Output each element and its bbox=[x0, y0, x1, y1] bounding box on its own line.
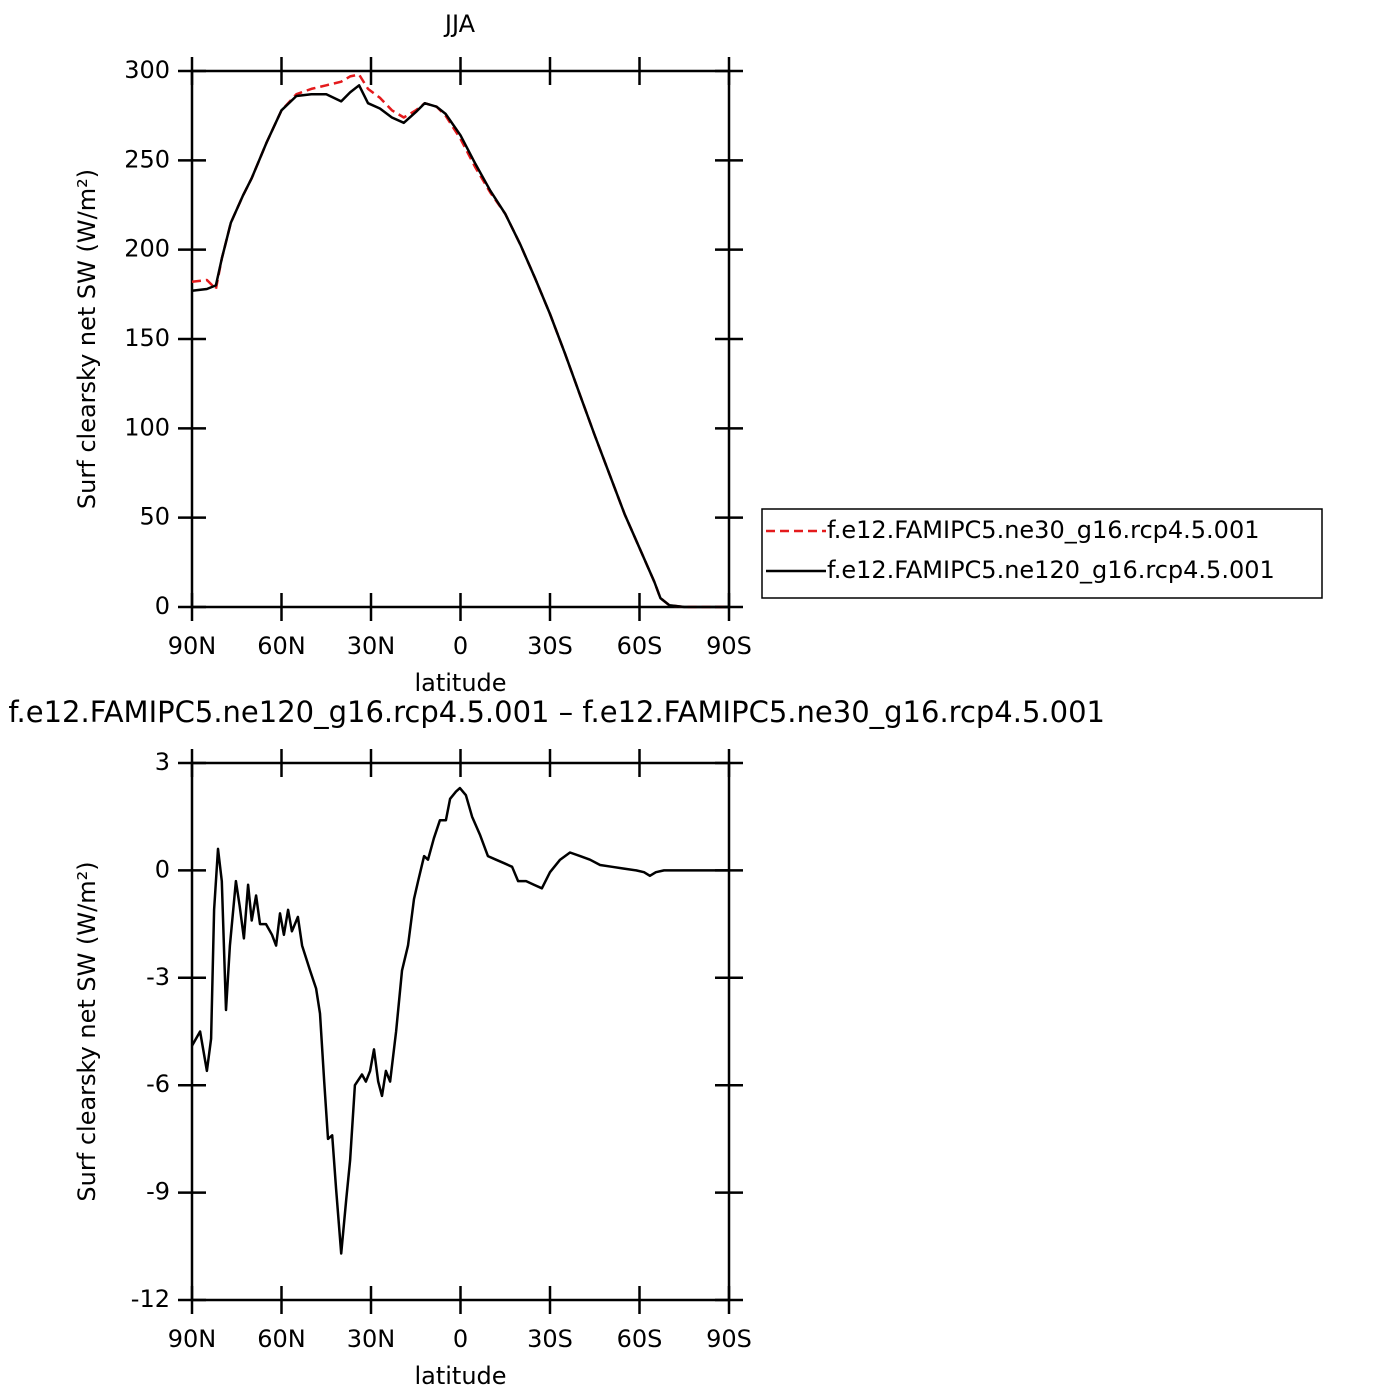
x-tick-label: 30S bbox=[527, 632, 573, 660]
y-tick-label: 250 bbox=[124, 145, 170, 173]
y-tick-label: 0 bbox=[155, 592, 170, 620]
x-axis-label: latitude bbox=[414, 669, 506, 697]
y-tick-label: -6 bbox=[146, 1070, 170, 1098]
y-tick-label: 0 bbox=[155, 855, 170, 883]
data-line bbox=[191, 73, 729, 609]
chart-title: JJA bbox=[443, 10, 476, 38]
y-tick-label: 3 bbox=[155, 748, 170, 776]
y-tick-label: 100 bbox=[124, 413, 170, 441]
y-axis-label: Surf clearsky net SW (W/m²) bbox=[73, 861, 101, 1201]
y-tick-label: 300 bbox=[124, 56, 170, 84]
x-tick-label: 30S bbox=[527, 1325, 573, 1353]
plot-frame bbox=[190, 761, 731, 1302]
x-tick-label: 30N bbox=[347, 1325, 396, 1353]
x-tick-label: 90S bbox=[706, 632, 752, 660]
x-tick-label: 90N bbox=[168, 1325, 217, 1353]
legend-box bbox=[761, 508, 1323, 599]
y-tick-label: -12 bbox=[131, 1285, 170, 1313]
plot-frame bbox=[190, 69, 731, 609]
chart-title: f.e12.FAMIPC5.ne120_g16.rcp4.5.001 – f.e… bbox=[8, 695, 1105, 729]
x-axis-label: latitude bbox=[414, 1362, 506, 1390]
y-tick-label: 200 bbox=[124, 235, 170, 263]
y-tick-label: 150 bbox=[124, 324, 170, 352]
y-axis-label: Surf clearsky net SW (W/m²) bbox=[73, 169, 101, 509]
x-tick-label: 60N bbox=[257, 1325, 306, 1353]
x-tick-label: 60S bbox=[617, 1325, 663, 1353]
x-tick-label: 60S bbox=[617, 632, 663, 660]
x-tick-label: 30N bbox=[347, 632, 396, 660]
data-line bbox=[191, 84, 729, 609]
y-tick-label: 50 bbox=[139, 503, 170, 531]
y-tick-label: -3 bbox=[146, 963, 170, 991]
x-tick-label: 0 bbox=[453, 1325, 468, 1353]
data-line bbox=[190, 786, 729, 1255]
x-tick-label: 0 bbox=[453, 632, 468, 660]
x-tick-label: 90N bbox=[168, 632, 217, 660]
legend-label: f.e12.FAMIPC5.ne120_g16.rcp4.5.001 bbox=[827, 556, 1275, 584]
legend-label: f.e12.FAMIPC5.ne30_g16.rcp4.5.001 bbox=[827, 516, 1260, 544]
x-tick-label: 90S bbox=[706, 1325, 752, 1353]
x-tick-label: 60N bbox=[257, 632, 306, 660]
y-tick-label: -9 bbox=[146, 1178, 170, 1206]
